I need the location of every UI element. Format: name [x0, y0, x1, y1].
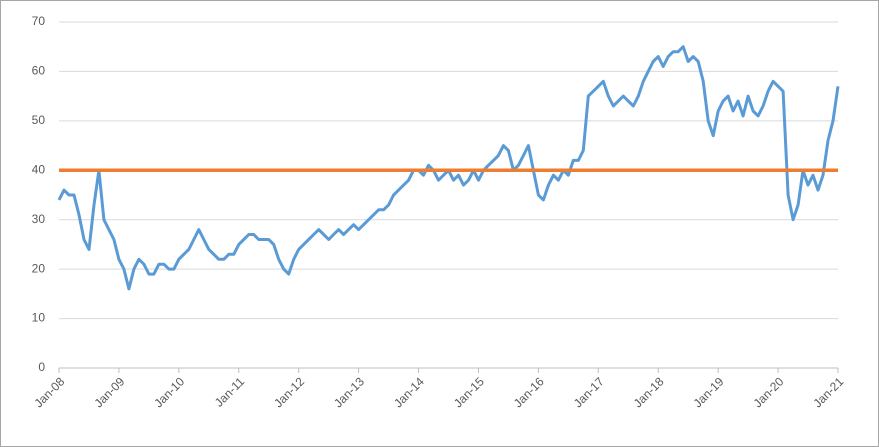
y-tick-label: 60 [32, 64, 46, 78]
y-tick-label: 50 [32, 113, 46, 127]
y-tick-label: 30 [32, 212, 46, 226]
y-tick-label: 70 [32, 14, 46, 28]
y-tick-label: 10 [32, 311, 46, 325]
y-tick-label: 20 [32, 261, 46, 275]
y-tick-label: 0 [38, 360, 45, 374]
y-tick-label: 40 [32, 162, 46, 176]
